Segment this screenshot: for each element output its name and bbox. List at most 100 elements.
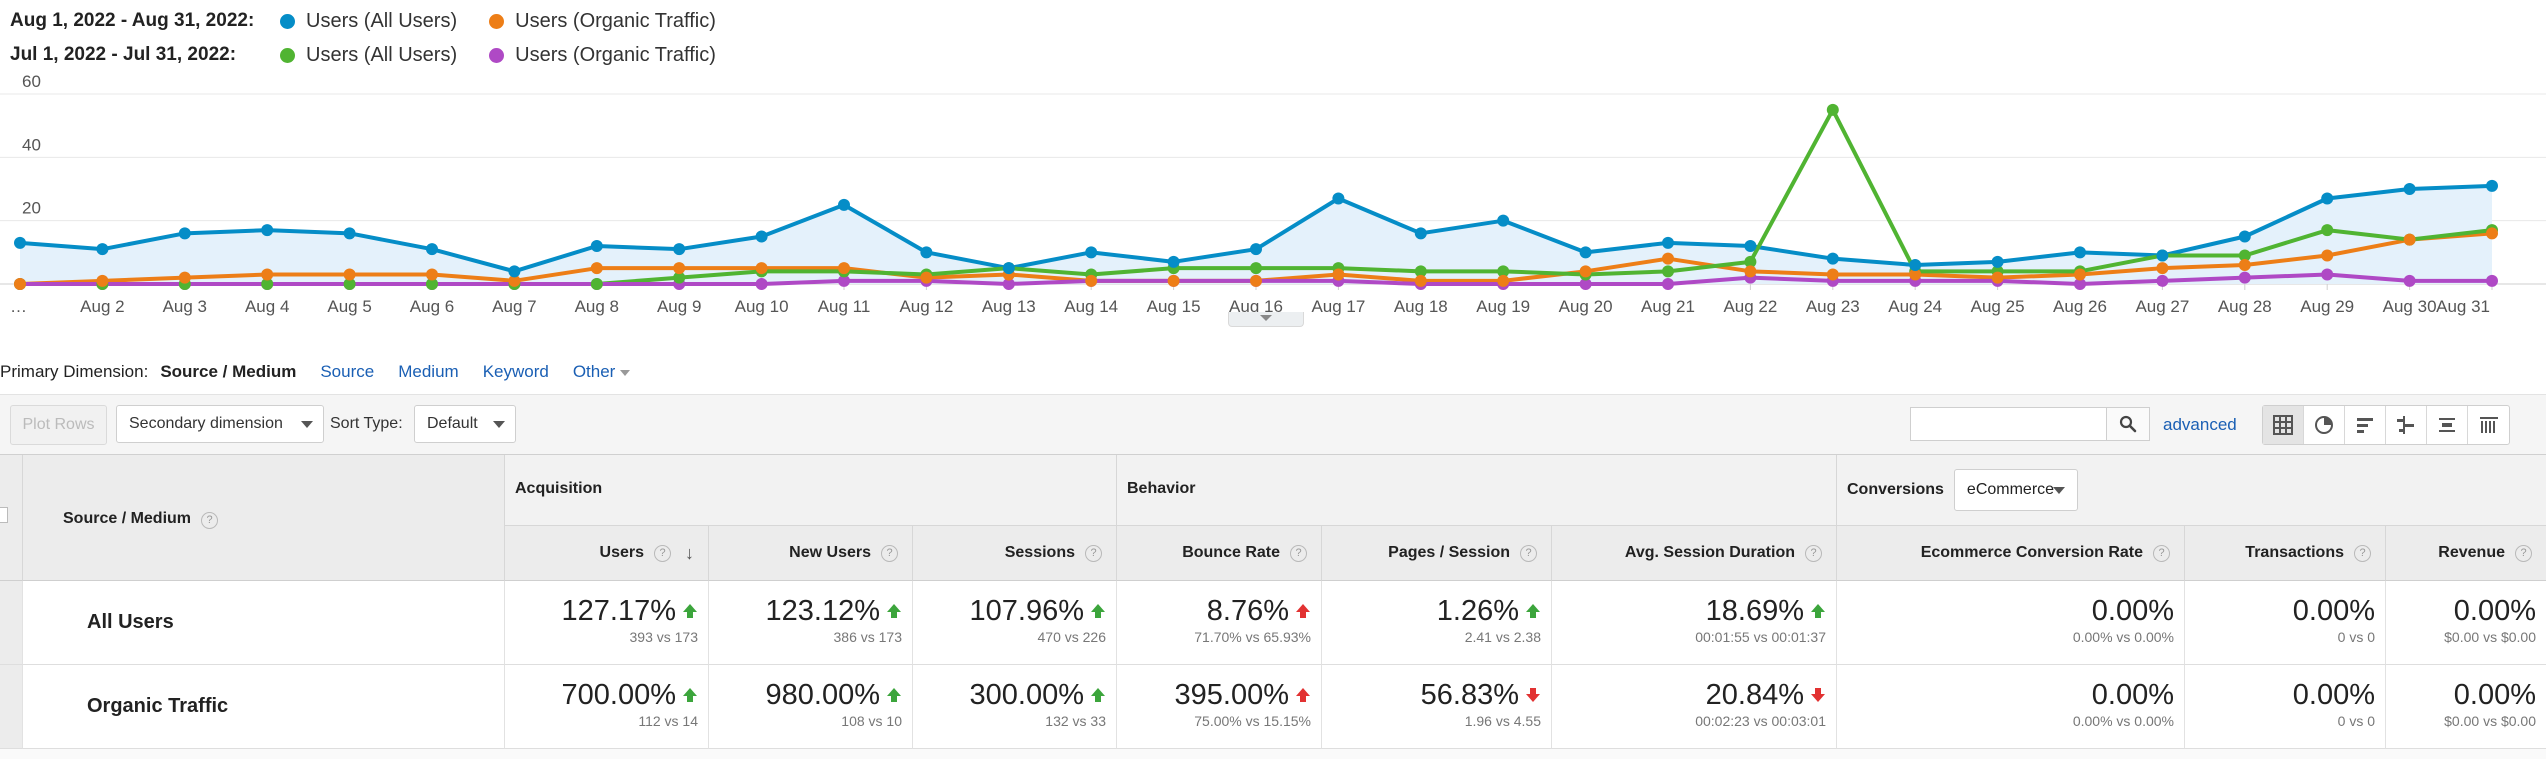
series-dot-icon [489, 13, 505, 29]
column-header-users[interactable]: Users? ↓ [504, 526, 708, 581]
column-header-bounce-rate[interactable]: Bounce Rate? [1116, 526, 1321, 581]
x-tick-label: Aug 11 [818, 297, 871, 316]
legend-item-label: Users (All Users) [306, 43, 458, 66]
data-point [1991, 255, 2004, 268]
table-cell: 8.76% 71.70% vs 65.93% [1116, 581, 1321, 665]
chart-collapse-handle[interactable] [1228, 312, 1304, 327]
help-icon[interactable]: ? [201, 512, 219, 529]
help-icon[interactable]: ? [654, 544, 671, 562]
data-point [2321, 224, 2334, 237]
data-point [1826, 252, 1839, 265]
cell-change-row: 0.00% [2185, 679, 2375, 711]
data-point [1662, 278, 1674, 290]
table-cell: 700.00% 112 vs 14 [504, 665, 708, 749]
data-point [1662, 236, 1674, 249]
data-point [2074, 246, 2086, 259]
cell-change-value: 8.76% [1206, 595, 1289, 627]
dimension-header-label: Source / Medium [63, 510, 192, 527]
cell-change-row: 127.17% [505, 595, 698, 627]
table-cell: 20.84% 00:02:23 vs 00:03:01 [1551, 665, 1836, 749]
cell-change-row: 0.00% [1837, 595, 2174, 627]
arrow-up-icon [887, 688, 901, 702]
data-point [426, 278, 438, 290]
data-point [673, 262, 686, 275]
x-tick-label: Aug 18 [1394, 297, 1448, 316]
help-icon[interactable]: ? [2515, 544, 2532, 562]
data-point [1662, 252, 1674, 265]
column-header-transactions[interactable]: Transactions? [2184, 526, 2385, 581]
line-chart[interactable]: 60 40 20 … Aug 2 Aug 3 Aug 4 Aug 5 Aug 6 Aug 7 Aug… [0, 70, 2546, 320]
data-point [673, 271, 686, 284]
cell-change-value: 0.00% [2453, 595, 2536, 627]
term-cloud-button[interactable] [2427, 406, 2468, 444]
x-tick-label: Aug 22 [1723, 297, 1777, 316]
cell-compare-value: 0.00% vs 0.00% [2072, 713, 2174, 729]
data-point [2238, 230, 2251, 243]
column-header-sessions[interactable]: Sessions? [912, 526, 1116, 581]
data-point [2486, 179, 2498, 192]
dimension-header[interactable]: Source / Medium? [22, 455, 504, 581]
group-header-conversions: Conversions eCommerce [1836, 455, 2546, 526]
x-tick-label: Aug 12 [899, 297, 953, 316]
legend-item[interactable]: Users (All Users) [280, 10, 457, 33]
plot-rows-button[interactable]: Plot Rows [10, 405, 107, 445]
legend-row-previous: Jul 1, 2022 - Jul 31, 2022: Users (All U… [10, 38, 748, 72]
help-icon[interactable]: ? [1520, 544, 1537, 562]
advanced-filter-link[interactable]: advanced [2163, 415, 2237, 434]
cell-compare-value: 0 vs 0 [2337, 713, 2375, 729]
column-header-revenue[interactable]: Revenue? [2385, 526, 2546, 581]
legend-item[interactable]: Users (All Users) [280, 44, 457, 67]
table-cell: 1.26% 2.41 vs 2.38 [1321, 581, 1551, 665]
other-label: Other [572, 362, 616, 381]
grid-view-button[interactable] [2263, 406, 2304, 444]
legend-item[interactable]: Users (Organic Traffic) [489, 44, 716, 67]
primary-dimension-other[interactable]: Other [573, 362, 631, 382]
x-tick-label: Aug 17 [1311, 297, 1365, 316]
cell-change-value: 980.00% [765, 679, 881, 711]
x-tick-label: Aug 25 [1971, 297, 2025, 316]
cell-change-row: 107.96% [913, 595, 1106, 627]
help-icon[interactable]: ? [1805, 544, 1822, 562]
column-label: Bounce Rate [1182, 544, 1280, 561]
x-tick-label: Aug 3 [163, 297, 207, 316]
data-point [1497, 274, 1510, 287]
help-icon[interactable]: ? [2153, 544, 2170, 562]
data-point [2403, 274, 2416, 287]
cell-change-value: 127.17% [561, 595, 677, 627]
x-tick-label: Aug 6 [410, 297, 454, 316]
select-all-checkbox[interactable] [0, 507, 8, 523]
row-select-strip[interactable] [0, 665, 22, 749]
cell-compare-value: 386 vs 173 [833, 629, 903, 645]
help-icon[interactable]: ? [881, 544, 898, 562]
column-header-ecommerce-conversion-rate[interactable]: Ecommerce Conversion Rate? [1836, 526, 2184, 581]
pivot-view-button[interactable] [2468, 406, 2509, 444]
table-cell: 0.00% 0.00% vs 0.00% [1836, 581, 2184, 665]
row-select-strip[interactable] [0, 581, 22, 665]
data-point [673, 243, 686, 256]
data-point [2156, 274, 2169, 287]
primary-dimension-medium[interactable]: Medium [398, 362, 459, 381]
column-header-pages-session[interactable]: Pages / Session? [1321, 526, 1551, 581]
column-label: Pages / Session [1388, 544, 1510, 561]
help-icon[interactable]: ? [1085, 544, 1102, 562]
sort-type-dropdown[interactable]: Default [414, 405, 516, 443]
pie-view-button[interactable] [2304, 406, 2345, 444]
conversions-goal-dropdown[interactable]: eCommerce [1953, 469, 2078, 511]
data-point [1909, 268, 1922, 281]
data-point [1414, 265, 1427, 278]
column-header-avg-session-duration[interactable]: Avg. Session Duration? [1551, 526, 1836, 581]
column-label: Transactions [2245, 544, 2344, 561]
help-icon[interactable]: ? [1290, 544, 1307, 562]
bar-view-button[interactable] [2345, 406, 2386, 444]
primary-dimension-keyword[interactable]: Keyword [482, 362, 549, 381]
column-header-new-users[interactable]: New Users? [708, 526, 912, 581]
help-icon[interactable]: ? [2354, 544, 2371, 562]
series-area [20, 185, 2492, 284]
secondary-dimension-dropdown[interactable]: Secondary dimension [116, 405, 324, 443]
table-cell: 0.00% $0.00 vs $0.00 [2385, 581, 2546, 665]
primary-dimension-source[interactable]: Source [320, 362, 375, 381]
data-point [2321, 192, 2334, 205]
legend-item[interactable]: Users (Organic Traffic) [489, 10, 716, 33]
search-button[interactable] [2106, 407, 2150, 441]
comparison-view-button[interactable] [2386, 406, 2427, 444]
